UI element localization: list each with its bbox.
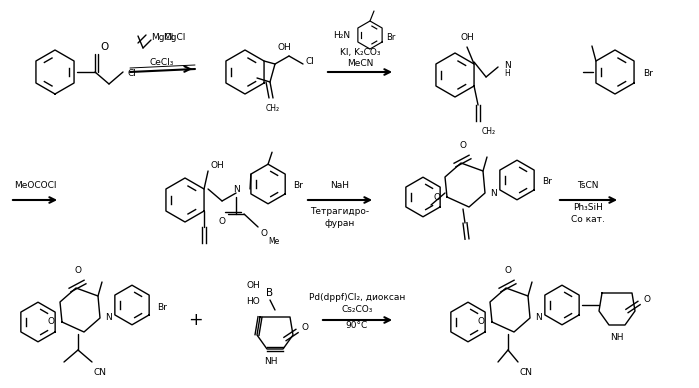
Text: O: O bbox=[48, 317, 55, 326]
Text: NH: NH bbox=[610, 333, 624, 342]
Text: CH₂: CH₂ bbox=[266, 104, 280, 113]
Text: TsCN: TsCN bbox=[577, 182, 599, 191]
Text: O: O bbox=[301, 322, 308, 331]
Text: Co кат.: Co кат. bbox=[571, 215, 605, 225]
Text: OH: OH bbox=[246, 281, 260, 289]
Text: N: N bbox=[535, 314, 542, 322]
Text: Cs₂CO₃: Cs₂CO₃ bbox=[341, 305, 373, 315]
Text: Pd(dppf)Cl₂, диоксан: Pd(dppf)Cl₂, диоксан bbox=[309, 293, 405, 303]
Text: O: O bbox=[100, 42, 108, 52]
Text: O: O bbox=[478, 317, 485, 326]
Text: O: O bbox=[260, 229, 267, 237]
Text: O: O bbox=[643, 294, 650, 303]
Text: Ph₃SiH: Ph₃SiH bbox=[573, 203, 603, 213]
Text: CeCl₃: CeCl₃ bbox=[150, 58, 174, 67]
Text: O: O bbox=[219, 217, 226, 226]
Text: O: O bbox=[75, 266, 82, 275]
Text: Br: Br bbox=[542, 177, 552, 187]
Text: OH: OH bbox=[277, 43, 291, 52]
Text: HO: HO bbox=[246, 296, 260, 305]
Text: фуран: фуран bbox=[325, 220, 355, 229]
Text: Br: Br bbox=[643, 69, 653, 78]
Text: +: + bbox=[188, 311, 202, 329]
Text: O: O bbox=[433, 192, 440, 201]
Text: Cl: Cl bbox=[127, 69, 136, 78]
Text: OH: OH bbox=[210, 161, 224, 170]
Text: MeCN: MeCN bbox=[347, 59, 373, 69]
Text: O: O bbox=[459, 141, 466, 150]
Text: CH₂: CH₂ bbox=[482, 127, 496, 136]
Text: H: H bbox=[504, 69, 510, 78]
Text: KI, K₂CO₃: KI, K₂CO₃ bbox=[340, 47, 380, 57]
Text: Me: Me bbox=[268, 237, 280, 246]
Text: N: N bbox=[490, 189, 497, 197]
Text: 90°C: 90°C bbox=[346, 322, 368, 331]
Text: N: N bbox=[233, 185, 240, 194]
Text: NaH: NaH bbox=[331, 182, 350, 191]
Text: CN: CN bbox=[94, 368, 107, 377]
Text: O: O bbox=[505, 266, 512, 275]
Text: Br: Br bbox=[157, 303, 166, 312]
Text: Br: Br bbox=[386, 33, 396, 42]
Text: Тетрагидро-: Тетрагидро- bbox=[310, 208, 370, 217]
Text: NH: NH bbox=[264, 357, 278, 366]
Text: Cl: Cl bbox=[305, 57, 314, 66]
Text: N: N bbox=[504, 61, 511, 69]
Text: MgCl: MgCl bbox=[163, 33, 185, 43]
Text: MgCl: MgCl bbox=[151, 33, 173, 43]
Text: H₂N: H₂N bbox=[333, 31, 350, 40]
Text: OH: OH bbox=[460, 33, 474, 42]
Text: B: B bbox=[266, 288, 273, 298]
Text: CN: CN bbox=[520, 368, 533, 377]
Text: Br: Br bbox=[293, 182, 303, 191]
Text: MeOCOCl: MeOCOCl bbox=[14, 182, 56, 191]
Text: N: N bbox=[105, 314, 112, 322]
